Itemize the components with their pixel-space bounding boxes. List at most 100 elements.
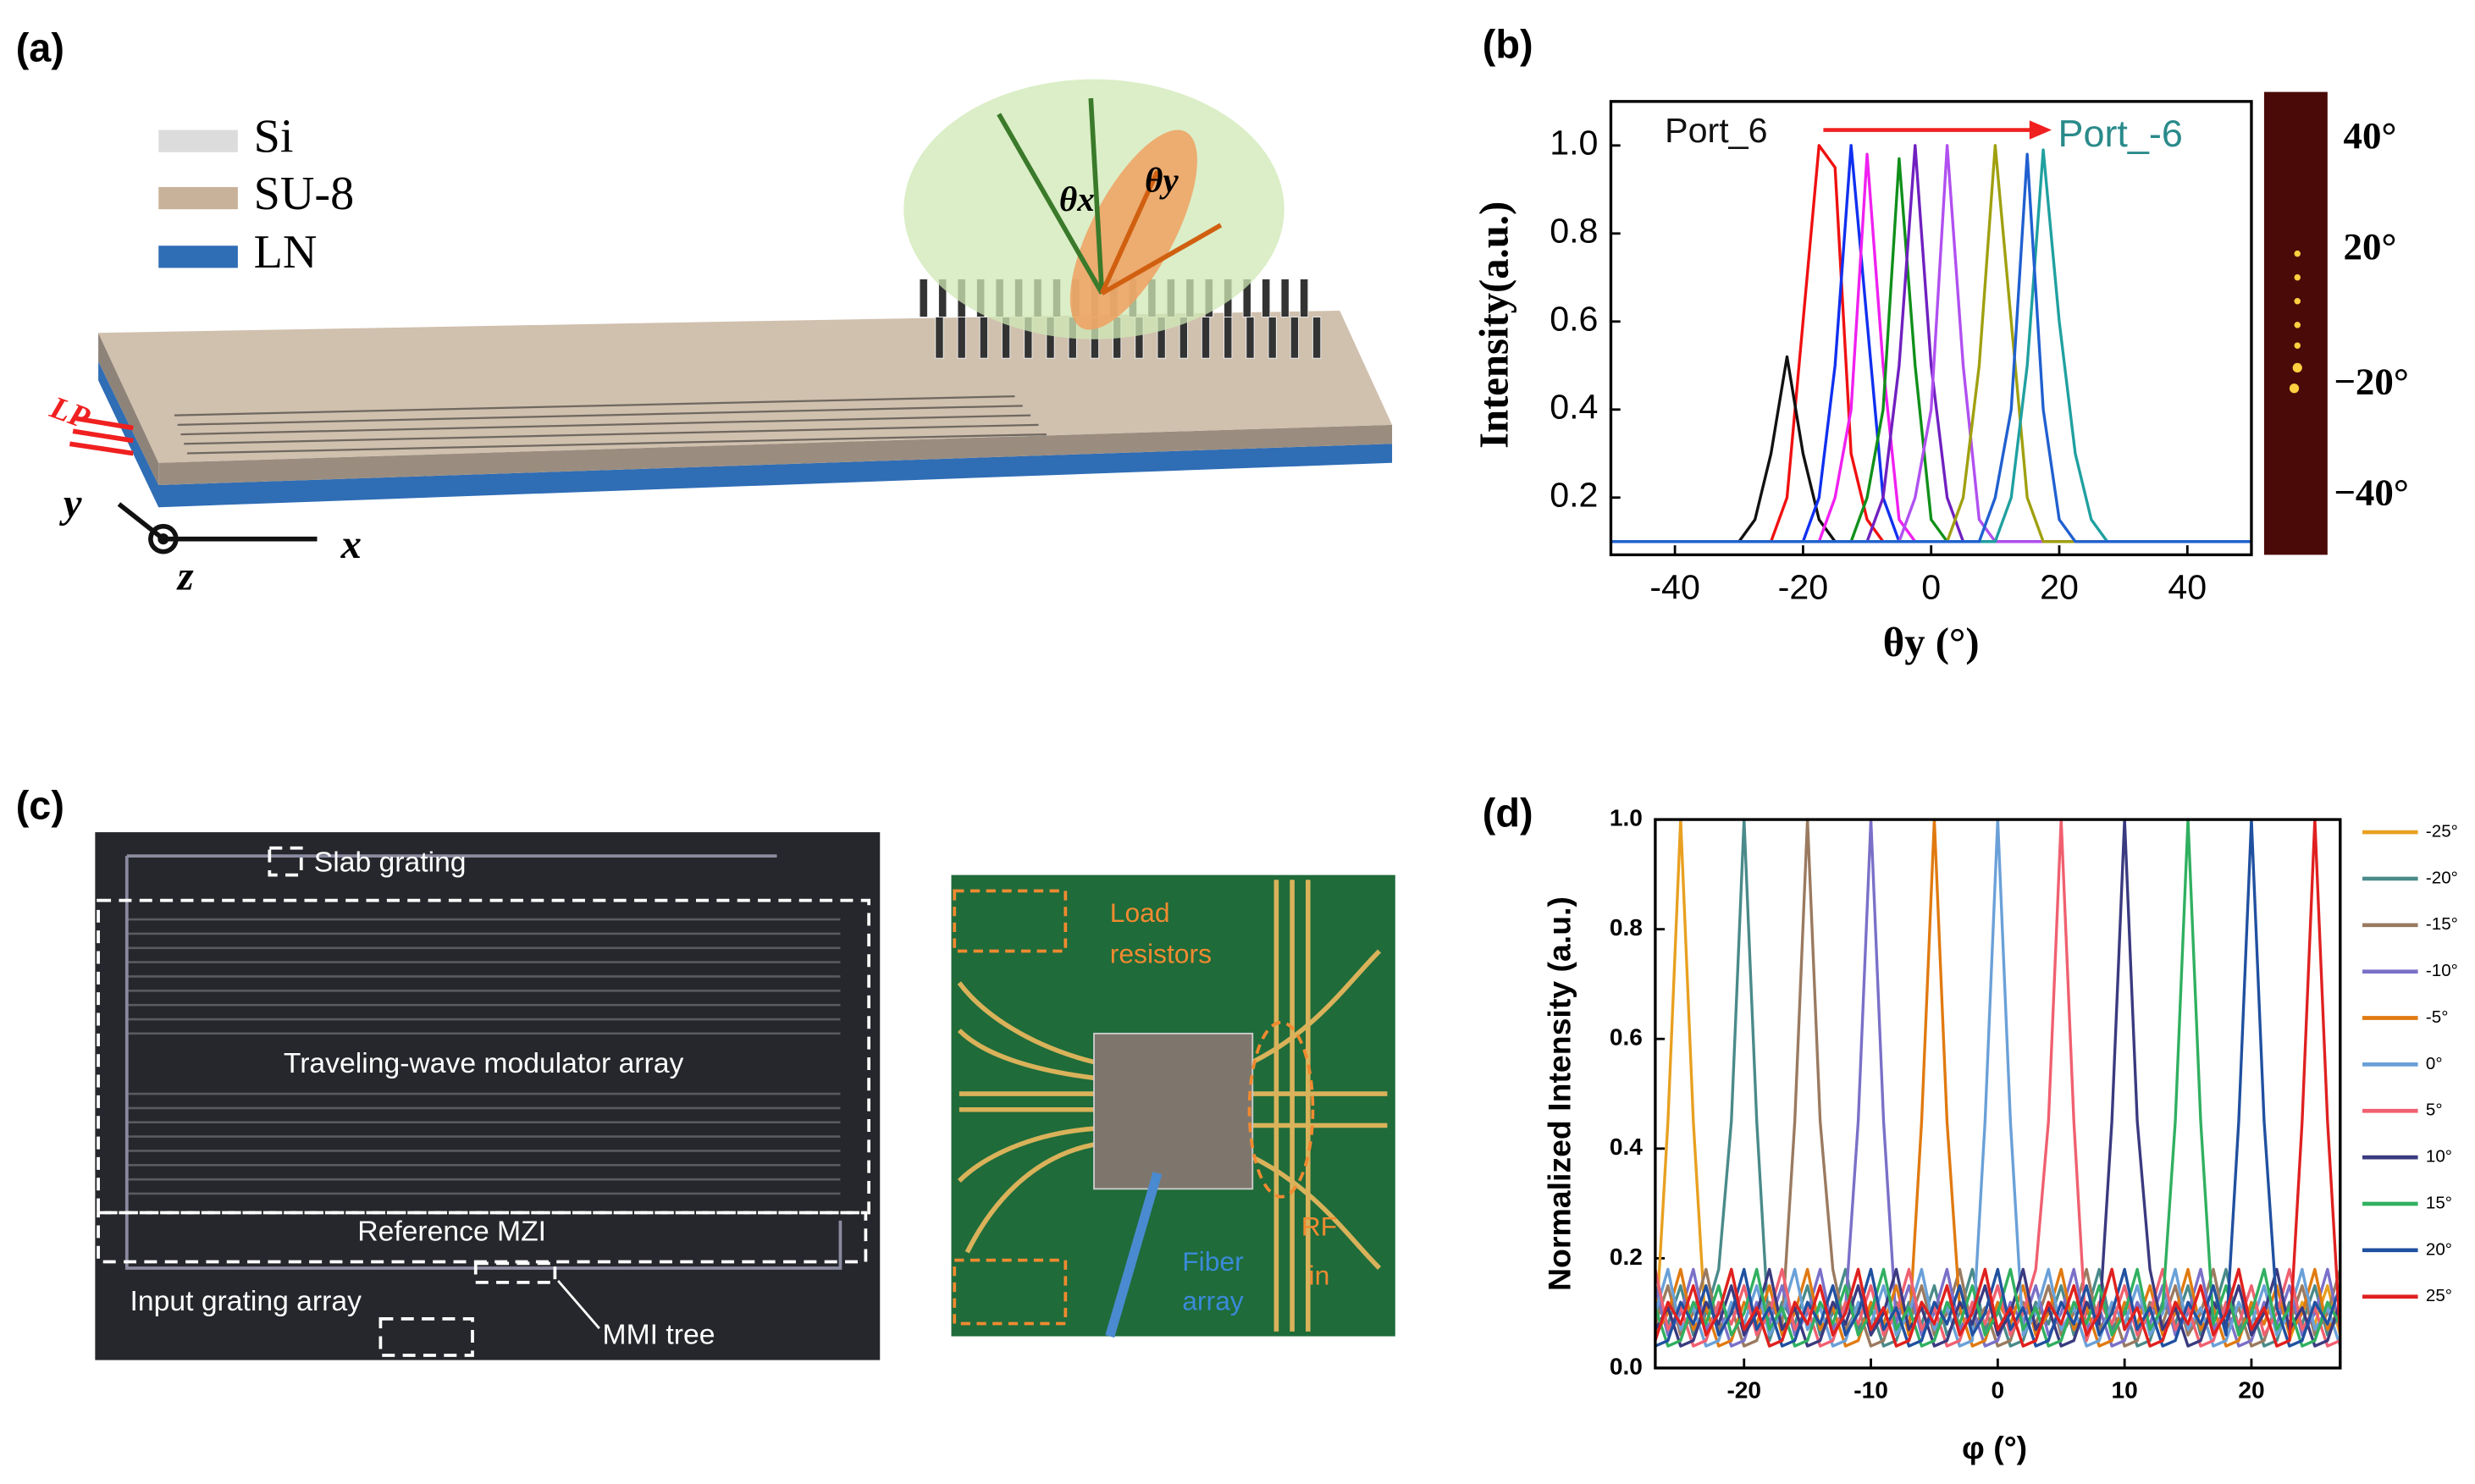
legend-label: SU-8 <box>254 168 355 220</box>
axis-name: y <box>59 480 82 526</box>
data-line <box>1610 152 2251 543</box>
legend-label: -15° <box>2426 914 2458 934</box>
data-line <box>1654 818 2342 1348</box>
x-tick-label: -20 <box>1726 1376 1761 1403</box>
legend-swatch <box>158 130 238 152</box>
legend-label: 15° <box>2426 1193 2452 1212</box>
y-tick-label: 0.0 <box>1610 1353 1643 1379</box>
legend-label: 5° <box>2426 1101 2443 1120</box>
annotation: Port_-6 <box>2058 112 2183 155</box>
data-line <box>1654 818 2342 1348</box>
y-axis-title: Intensity(a.u.) <box>1472 201 1517 449</box>
y-tick-label: 0.6 <box>1610 1024 1643 1051</box>
inset-label: 40° <box>2344 114 2397 157</box>
panel-label: (d) <box>1483 792 1533 836</box>
data-line <box>1655 818 2342 1348</box>
data-line <box>1654 818 2342 1348</box>
y-tick-label: 0.2 <box>1610 1244 1643 1270</box>
data-line <box>1610 148 2251 543</box>
axes-gizmo <box>117 502 318 554</box>
figure-content: (a) Si SU-8 LN θx θy LP <box>16 23 2458 1466</box>
y-tick-label: 0.8 <box>1610 914 1643 941</box>
legend-label: LN <box>254 226 318 279</box>
su8-front <box>158 424 1393 485</box>
panel-label: (c) <box>16 783 64 827</box>
angle-label: θy <box>1145 161 1179 200</box>
data-line <box>1654 818 2342 1348</box>
y-axis-title: Normalized Intensity (a.u.) <box>1541 896 1577 1291</box>
plot-frame <box>1654 818 2342 1370</box>
fiber <box>1105 1172 1163 1338</box>
legend-label: 20° <box>2426 1239 2452 1259</box>
data-line <box>1610 144 2251 543</box>
pointer <box>557 1280 600 1330</box>
light-label: LP <box>45 390 95 437</box>
panel-label: (a) <box>16 25 64 69</box>
y-tick-label: 0.8 <box>1550 212 1598 251</box>
annotation: in <box>1309 1261 1330 1291</box>
arrow-head <box>2029 120 2052 140</box>
legend-label: -20° <box>2426 868 2458 887</box>
data-line <box>1610 144 2251 543</box>
axis-name: x <box>340 521 362 567</box>
annotation: resistors <box>1110 939 1212 969</box>
annotation: Reference MZI <box>357 1216 546 1248</box>
y-tick-label: 0.4 <box>1550 388 1598 427</box>
y-tick-label: 1.0 <box>1610 805 1643 831</box>
x-tick-label: -10 <box>1853 1376 1888 1403</box>
far-field-spots <box>2289 250 2302 394</box>
waveguides <box>174 395 1047 455</box>
y-tick-label: 0.6 <box>1550 300 1598 339</box>
light-input <box>69 416 134 456</box>
data-line <box>1654 818 2341 1348</box>
legend-label: -25° <box>2426 822 2458 841</box>
x-tick-label: 10 <box>2112 1376 2138 1403</box>
x-tick-label: 20 <box>2238 1376 2264 1403</box>
x-axis-title: θy (°) <box>1883 620 1980 665</box>
data-line <box>1654 818 2342 1348</box>
y-tick-label: 0.2 <box>1550 476 1598 515</box>
waveguide-route <box>124 854 842 1270</box>
x-tick-label: -20 <box>1778 567 1829 606</box>
data-line <box>1654 818 2342 1348</box>
x-tick-label: 20 <box>2040 567 2079 606</box>
annotation: Fiber <box>1182 1246 1244 1277</box>
plot-frame <box>1609 100 2253 557</box>
x-tick-label: 40 <box>2168 567 2207 606</box>
legend-swatch <box>158 186 238 210</box>
annotation: Input grating array <box>130 1285 362 1317</box>
data-line <box>1654 818 2342 1348</box>
inset-label: 20° <box>2344 225 2397 268</box>
legend-swatch <box>158 245 238 268</box>
x-tick-label: 0 <box>1992 1376 2005 1403</box>
x-tick-label: 0 <box>1921 567 1941 606</box>
x-axis-title: φ (°) <box>1962 1430 2027 1465</box>
annotation: array <box>1182 1286 1244 1316</box>
data-line <box>1610 144 2251 543</box>
annotation: Slab grating <box>314 846 467 878</box>
modulator-lines <box>126 918 841 1195</box>
arrows <box>997 97 1223 295</box>
legend-label: -5° <box>2426 1007 2449 1027</box>
inset-labels: 40° 20° −20° −40° <box>2334 114 2409 513</box>
annotation: Traveling-wave modulator array <box>284 1047 684 1079</box>
legend-label: 25° <box>2426 1286 2452 1305</box>
ln-layer <box>98 361 1393 508</box>
angle-label: θx <box>1059 179 1095 218</box>
panel-label: (b) <box>1483 23 1533 67</box>
data-line <box>1654 818 2342 1348</box>
data-line <box>1610 144 2251 543</box>
legend-label: Si <box>254 111 294 163</box>
y-tick-label: 0.4 <box>1610 1134 1643 1160</box>
annotation: Port_6 <box>1665 111 1767 150</box>
axis-name: z <box>176 554 194 599</box>
gold-traces <box>957 880 1388 1332</box>
annotation: RF <box>1301 1211 1337 1242</box>
inset-label: −20° <box>2334 360 2409 402</box>
annotation: MMI tree <box>603 1318 715 1350</box>
chip <box>1093 1032 1254 1190</box>
data-line <box>1654 818 2342 1348</box>
legend-label: 0° <box>2426 1054 2443 1073</box>
inset-label: −40° <box>2334 471 2409 513</box>
